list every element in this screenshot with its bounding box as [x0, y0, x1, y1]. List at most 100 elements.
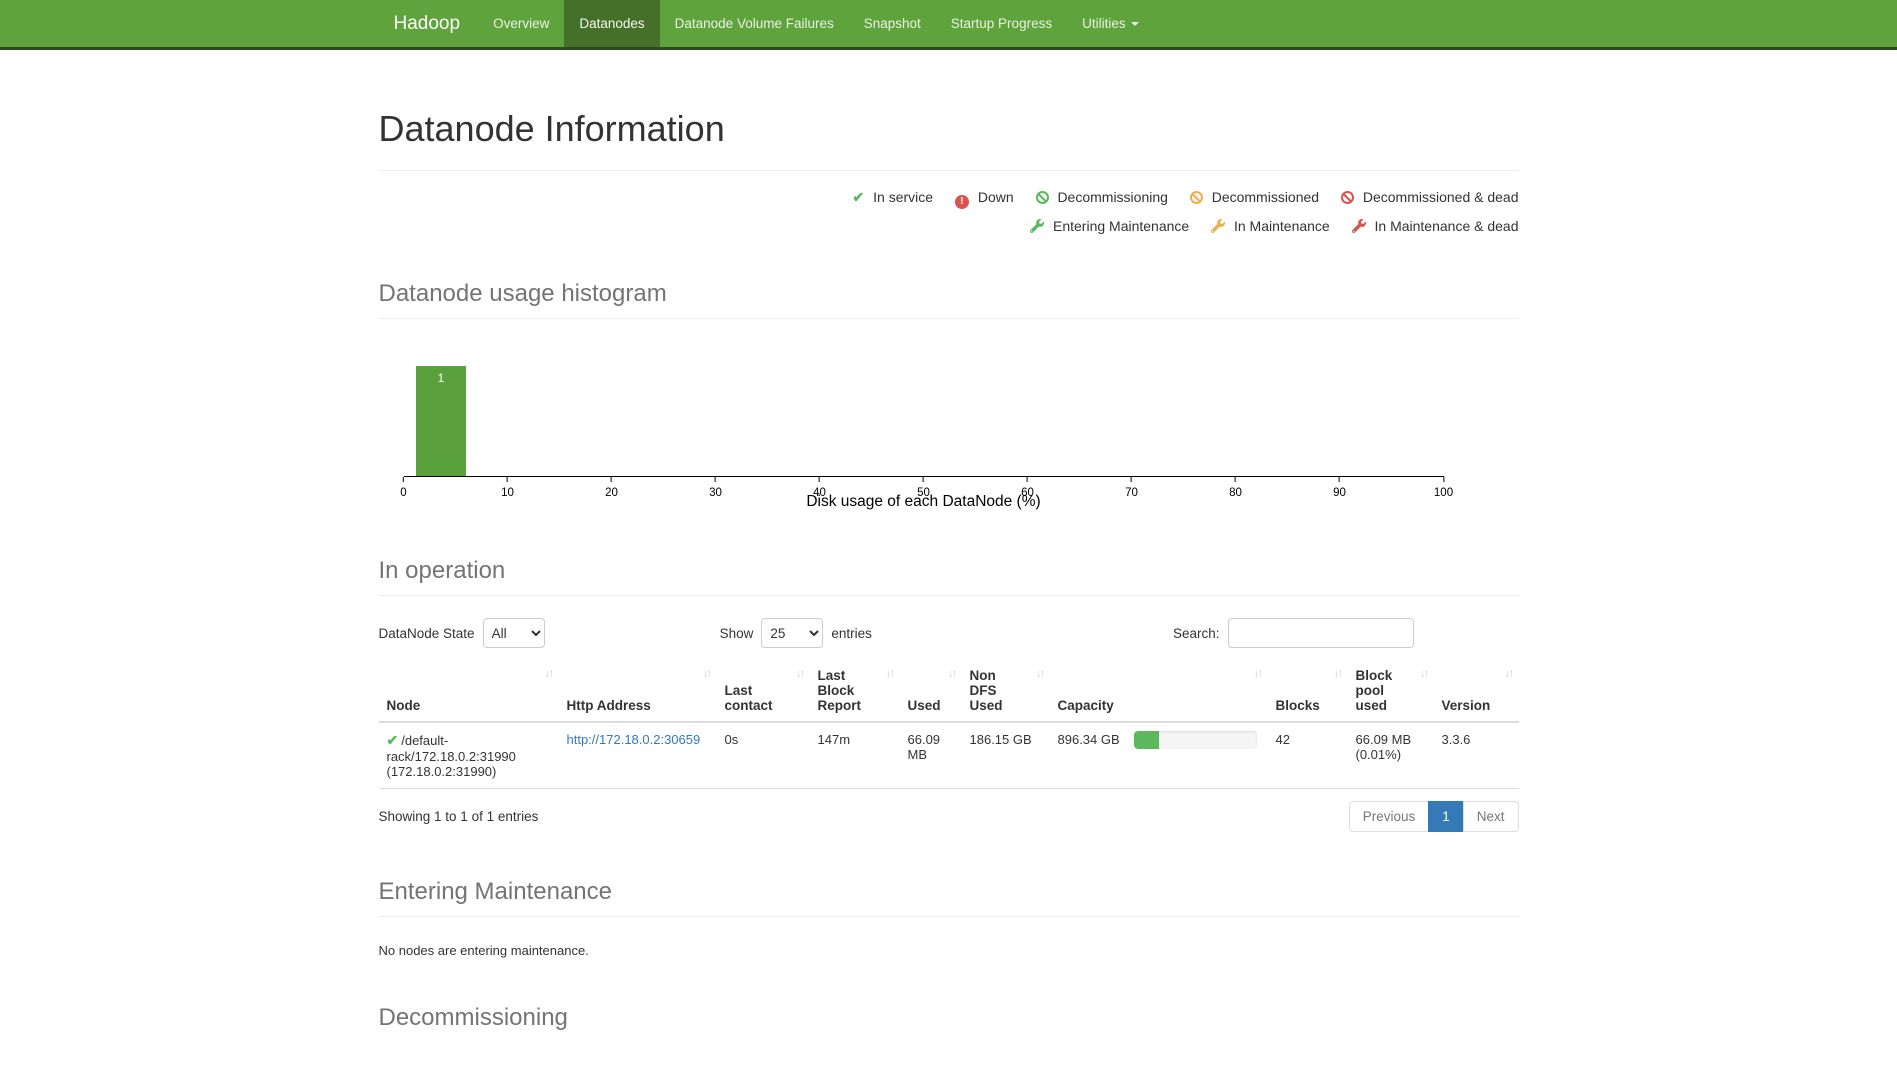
tick-mark	[1234, 477, 1236, 482]
sort-icon: ↓↑	[1419, 666, 1430, 680]
column-label: Http Address	[566, 698, 651, 713]
tick-label: 60	[1021, 487, 1034, 499]
column-header-last-block-report[interactable]: ↓↑ Last Block Report	[809, 662, 900, 723]
x-axis-ticks: 0 10 20 30 40 50 60 70 80 90 100	[400, 477, 1453, 499]
tick-mark	[1130, 477, 1132, 482]
column-label: Version	[1441, 698, 1491, 713]
histogram-bar-count: 1	[437, 371, 445, 385]
column-label: Used	[907, 698, 941, 713]
column-label: Last Block Report	[817, 668, 862, 713]
histogram-bar: 1	[415, 366, 466, 476]
capacity-value: 896.34 GB	[1057, 732, 1120, 747]
cell-node: ✔/default-rack/172.18.0.2:31990 (172.18.…	[378, 722, 559, 789]
tick-mark	[1026, 477, 1028, 482]
column-header-node[interactable]: ↓↑ Node	[378, 662, 559, 723]
tick-mark	[610, 477, 612, 482]
tick-mark	[818, 477, 820, 482]
sort-icon: ↓↑	[1253, 666, 1264, 680]
column-header-capacity[interactable]: ↓↑ Capacity	[1049, 662, 1268, 723]
tick-label: 30	[709, 487, 722, 499]
previous-page-button[interactable]: Previous	[1348, 801, 1430, 832]
capacity-progress-fill	[1133, 731, 1160, 749]
cell-last-contact: 0s	[716, 722, 810, 789]
page-title: Datanode Information	[378, 108, 725, 149]
ban-icon	[1340, 191, 1354, 204]
legend-label: Decommissioning	[1057, 189, 1168, 205]
tick-label: 50	[917, 487, 930, 499]
column-label: Non DFS Used	[969, 668, 1003, 713]
column-label: Blocks	[1275, 698, 1320, 713]
wrench-icon	[1351, 219, 1366, 233]
cell-block-pool-used: 66.09 MB (0.01%)	[1347, 722, 1434, 789]
next-page-button[interactable]: Next	[1462, 801, 1519, 832]
column-label: Last contact	[724, 683, 773, 713]
tick-label: 100	[1433, 487, 1454, 499]
tick-mark	[506, 477, 508, 482]
histogram-section-title: Datanode usage histogram	[378, 280, 667, 307]
cell-capacity: 896.34 GB	[1049, 722, 1268, 789]
legend-label: Decommissioned	[1211, 189, 1320, 205]
nav-item-utilities[interactable]: Utilities	[1067, 0, 1154, 47]
divider	[378, 318, 1519, 319]
legend-label: In service	[873, 189, 934, 205]
table-controls: DataNode State All Show 25 entries Searc…	[379, 618, 1519, 648]
search-label: Search:	[1172, 625, 1220, 641]
legend-item-in-service: ✔ In service	[853, 189, 937, 205]
legend-label: Down	[977, 189, 1014, 205]
tick-label: 80	[1229, 487, 1242, 499]
column-header-version[interactable]: ↓↑ Version	[1433, 662, 1519, 723]
ban-icon	[1035, 191, 1049, 204]
decommissioning-section-title: Decommissioning	[378, 1004, 568, 1031]
column-header-used[interactable]: ↓↑ Used	[899, 662, 962, 723]
legend-label: In Maintenance	[1233, 218, 1330, 234]
sort-icon: ↓↑	[702, 666, 713, 680]
sort-icon: ↓↑	[885, 666, 896, 680]
table-header-row: ↓↑ Node ↓↑ Http Address ↓↑ Last contact ↓↑ L…	[378, 662, 1519, 723]
cell-used: 66.09 MB	[899, 722, 962, 789]
search-input[interactable]	[1227, 618, 1414, 648]
ban-icon	[1189, 191, 1203, 204]
nav-item-overview[interactable]: Overview	[493, 16, 550, 31]
tick-mark	[1443, 477, 1444, 482]
column-header-last-contact[interactable]: ↓↑ Last contact	[716, 662, 810, 723]
column-header-non-dfs-used[interactable]: ↓↑ Non DFS Used	[961, 662, 1050, 723]
page-size-select[interactable]: 25	[761, 618, 824, 648]
column-header-blocks[interactable]: ↓↑ Blocks	[1267, 662, 1348, 723]
check-icon: ✔	[852, 189, 865, 205]
x-axis-label: Disk usage of each DataNode (%)	[806, 493, 1041, 510]
show-label: Show	[719, 625, 754, 641]
tick-mark	[714, 477, 716, 482]
tick-label: 90	[1333, 487, 1346, 499]
navbar-brand[interactable]: Hadoop	[393, 13, 461, 34]
entries-label: entries	[831, 625, 872, 641]
sort-icon: ↓↑	[947, 666, 958, 680]
sort-icon: ↓↑	[1035, 666, 1046, 680]
column-header-http-address[interactable]: ↓↑ Http Address	[558, 662, 717, 723]
nav-item-startup-progress[interactable]: Startup Progress	[950, 16, 1053, 31]
status-legend: ✔ In service Down Decommissioning Decomm…	[379, 189, 1519, 234]
cell-blocks: 42	[1267, 722, 1348, 789]
divider	[378, 170, 1519, 171]
datanode-state-select[interactable]: All	[482, 618, 545, 648]
check-icon: ✔	[386, 732, 399, 748]
column-header-block-pool-used[interactable]: ↓↑ Block pool used	[1347, 662, 1434, 723]
datanode-state-label: DataNode State	[378, 625, 475, 641]
exclamation-circle-icon	[954, 195, 969, 209]
nav-item-datanodes[interactable]: Datanodes	[564, 0, 660, 47]
nav-item-utilities-label: Utilities	[1082, 16, 1126, 31]
legend-item-decommissioned-dead: Decommissioned & dead	[1340, 189, 1519, 205]
cell-version: 3.3.6	[1433, 722, 1519, 789]
nav-item-datanode-volume-failures[interactable]: Datanode Volume Failures	[674, 16, 834, 31]
wrench-icon	[1211, 219, 1226, 233]
tick-mark	[922, 477, 924, 482]
sort-icon: ↓↑	[1504, 666, 1515, 680]
legend-item-in-maintenance: In Maintenance	[1211, 218, 1334, 234]
pagination: Previous 1 Next	[1348, 801, 1519, 832]
http-address-link[interactable]: http://172.18.0.2:30659	[566, 732, 701, 747]
sort-icon: ↓↑	[544, 666, 555, 680]
nav-item-snapshot[interactable]: Snapshot	[863, 16, 921, 31]
cell-non-dfs-used: 186.15 GB	[961, 722, 1050, 789]
caret-down-icon	[1130, 22, 1139, 27]
page-1-button[interactable]: 1	[1428, 801, 1464, 832]
histogram-plot-area: 1	[403, 347, 1444, 477]
